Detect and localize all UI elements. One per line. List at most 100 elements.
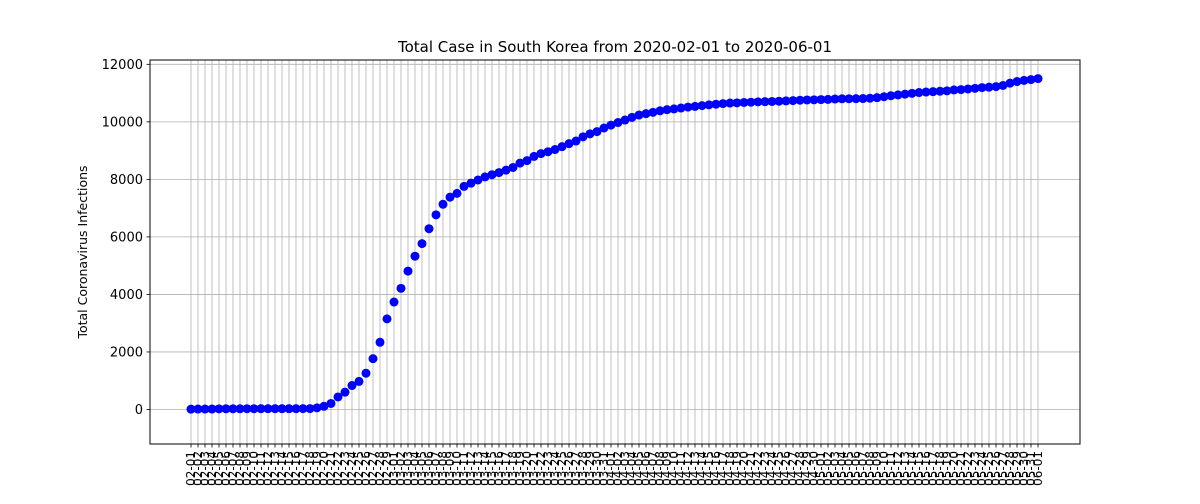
- x-tick-label: 04-17: [716, 451, 730, 486]
- data-point: [921, 87, 931, 97]
- x-tick-label: 05-19: [940, 451, 954, 486]
- data-point: [697, 101, 707, 111]
- x-tick-label: 05-05: [842, 451, 856, 486]
- data-point: [263, 404, 273, 414]
- data-point: [977, 83, 987, 93]
- data-point: [991, 82, 1001, 92]
- data-point: [382, 314, 392, 324]
- x-tick-label: 04-12: [681, 451, 695, 486]
- data-point: [669, 104, 679, 114]
- x-tick-label: 03-10: [450, 451, 464, 486]
- x-tick-label: 02-14: [275, 451, 289, 486]
- data-point: [354, 376, 364, 386]
- x-tick-label: 05-04: [835, 451, 849, 486]
- data-point: [256, 404, 266, 414]
- data-point: [893, 90, 903, 100]
- x-tick-label: 03-28: [576, 451, 590, 486]
- data-point: [305, 404, 315, 414]
- y-tick-label: 8000: [110, 173, 143, 188]
- x-tick-label: 03-31: [597, 451, 611, 486]
- x-tick-label: 04-03: [618, 451, 632, 486]
- x-tick-label: 03-20: [520, 451, 534, 486]
- data-point: [389, 297, 399, 307]
- x-tick-label: 03-18: [506, 451, 520, 486]
- x-tick-label: 03-14: [478, 451, 492, 486]
- x-tick-label: 05-07: [856, 451, 870, 486]
- data-point: [676, 103, 686, 113]
- data-point: [830, 94, 840, 104]
- data-point: [501, 165, 511, 175]
- data-point: [774, 96, 784, 106]
- x-tick-label: 05-03: [828, 451, 842, 486]
- data-point: [242, 404, 252, 414]
- x-tick-label: 03-23: [541, 451, 555, 486]
- data-point: [956, 85, 966, 95]
- x-tick-label: 02-03: [198, 451, 212, 486]
- data-point: [872, 93, 882, 103]
- data-point: [837, 94, 847, 104]
- x-tick-label: 03-08: [436, 451, 450, 486]
- data-point: [907, 88, 917, 98]
- data-point: [431, 210, 441, 220]
- x-tick-label: 02-17: [296, 451, 310, 486]
- x-tick-label: 04-24: [765, 451, 779, 486]
- data-point: [368, 354, 378, 364]
- y-tick-label: 0: [135, 403, 143, 418]
- data-point: [935, 86, 945, 96]
- x-tick-label: 03-07: [429, 451, 443, 486]
- x-tick-label: 02-10: [247, 451, 261, 486]
- x-tick-label: 05-08: [863, 451, 877, 486]
- data-point: [193, 404, 203, 414]
- data-point: [1033, 74, 1043, 84]
- data-point: [228, 404, 238, 414]
- data-point: [732, 98, 742, 108]
- data-point: [858, 94, 868, 104]
- data-point: [683, 102, 693, 112]
- data-point: [949, 85, 959, 95]
- data-point: [851, 94, 861, 104]
- y-tick-label: 4000: [110, 288, 143, 303]
- x-tick-label: 05-09: [870, 451, 884, 486]
- x-tick-label: 05-25: [982, 451, 996, 486]
- x-tick-label: 03-02: [394, 451, 408, 486]
- data-point: [291, 404, 301, 414]
- x-tick-label: 04-20: [737, 451, 751, 486]
- x-tick-label: 04-14: [695, 451, 709, 486]
- data-point: [865, 93, 875, 103]
- x-tick-label: 04-19: [730, 451, 744, 486]
- x-tick-label: 04-09: [660, 451, 674, 486]
- data-point: [578, 132, 588, 142]
- data-point: [298, 404, 308, 414]
- data-point: [613, 118, 623, 128]
- y-tick-label: 6000: [110, 230, 143, 245]
- data-point: [914, 88, 924, 98]
- data-point: [599, 123, 609, 133]
- data-point: [557, 142, 567, 152]
- axis-ticks: 02-0102-0202-0302-0402-0502-0602-0702-08…: [102, 58, 1045, 486]
- x-tick-label: 05-13: [898, 451, 912, 486]
- data-point: [1012, 77, 1022, 87]
- x-tick-label: 02-09: [240, 451, 254, 486]
- x-tick-label: 02-21: [324, 451, 338, 486]
- y-tick-label: 12000: [102, 58, 143, 73]
- x-tick-label: 03-04: [408, 451, 422, 486]
- x-tick-label: 05-22: [961, 451, 975, 486]
- x-tick-label: 05-28: [1003, 451, 1017, 486]
- data-point: [375, 337, 385, 347]
- data-point: [641, 109, 651, 119]
- data-point: [529, 151, 539, 161]
- x-tick-label: 05-26: [989, 451, 1003, 486]
- data-point: [725, 98, 735, 108]
- data-point: [452, 188, 462, 198]
- x-tick-label: 04-23: [758, 451, 772, 486]
- x-tick-label: 03-21: [527, 451, 541, 486]
- data-point: [550, 145, 560, 155]
- x-tick-label: 04-29: [800, 451, 814, 486]
- data-point: [648, 107, 658, 117]
- data-point: [480, 172, 490, 182]
- data-point: [207, 404, 217, 414]
- x-tick-label: 05-29: [1010, 451, 1024, 486]
- data-point: [270, 404, 280, 414]
- data-point: [942, 86, 952, 96]
- data-point: [277, 404, 287, 414]
